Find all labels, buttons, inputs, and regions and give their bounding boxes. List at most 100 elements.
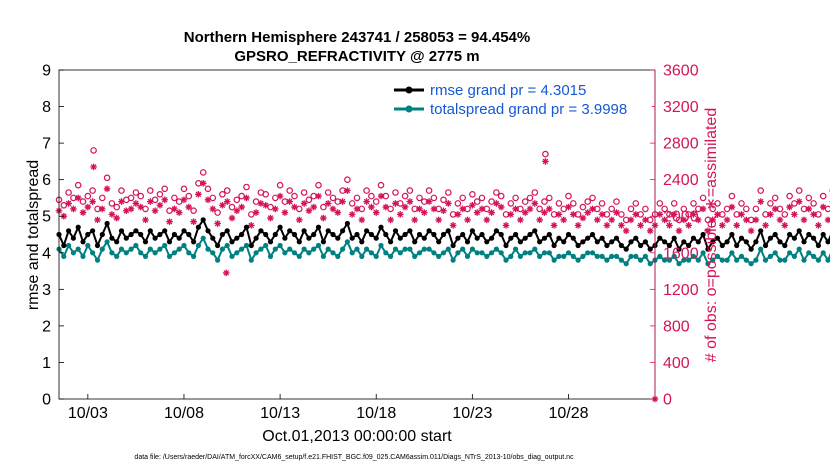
obs-assimilated-point xyxy=(185,203,193,211)
series-rmse-point xyxy=(397,235,403,241)
obs-possible-point xyxy=(344,176,351,184)
y-left-tick-label: 4 xyxy=(42,245,51,262)
series-totalspread-point xyxy=(638,257,644,263)
obs-assimilated-point xyxy=(622,227,630,235)
obs-possible-point xyxy=(661,205,668,213)
series-totalspread-point xyxy=(354,246,360,252)
obs-assimilated-point xyxy=(795,198,803,205)
obs-assimilated-point xyxy=(579,214,587,222)
series-totalspread-point xyxy=(142,253,149,259)
series-rmse-point xyxy=(344,220,350,227)
series-rmse-point xyxy=(613,235,620,241)
series-rmse-point xyxy=(532,228,538,234)
series-totalspread-point xyxy=(777,257,783,263)
series-rmse-point xyxy=(450,242,456,249)
series-totalspread-point xyxy=(85,242,91,249)
series-totalspread-point xyxy=(681,257,687,263)
series-totalspread-point xyxy=(157,246,163,252)
series-totalspread-point xyxy=(70,250,76,256)
y-right-tick-label: 3200 xyxy=(663,99,699,116)
series-rmse-point xyxy=(777,239,783,245)
obs-assimilated-point xyxy=(733,222,741,229)
obs-possible-point xyxy=(204,185,212,193)
series-totalspread-point xyxy=(267,253,274,259)
series-rmse-point xyxy=(109,235,115,241)
obs-possible-point xyxy=(372,198,380,205)
obs-possible-point xyxy=(579,203,587,211)
y-right-tick-label: 800 xyxy=(663,318,690,335)
series-rmse-point xyxy=(695,239,701,245)
series-rmse-point xyxy=(335,235,341,241)
series-totalspread-point xyxy=(609,253,615,259)
series-totalspread-point xyxy=(118,246,125,252)
series-rmse-point xyxy=(181,228,187,234)
obs-assimilated-point xyxy=(286,198,294,205)
obs-assimilated-point xyxy=(497,203,505,211)
obs-possible-point xyxy=(185,192,193,200)
series-totalspread-point xyxy=(335,253,341,259)
obs-assimilated-point xyxy=(252,209,260,216)
obs-possible-point xyxy=(584,198,592,205)
series-rmse-point xyxy=(166,239,173,245)
obs-assimilated-point xyxy=(541,209,548,216)
series-totalspread-point xyxy=(570,253,576,259)
series-rmse-point xyxy=(176,235,182,241)
series-totalspread-point xyxy=(594,253,600,259)
obs-assimilated-point xyxy=(815,222,822,229)
series-rmse-point xyxy=(551,242,557,249)
series-totalspread-point xyxy=(503,257,509,263)
obs-possible-point xyxy=(545,194,553,202)
series-rmse-point xyxy=(503,242,509,249)
series-totalspread-point xyxy=(133,242,139,249)
series-totalspread-point xyxy=(388,253,394,259)
series-rmse-point xyxy=(714,235,721,241)
obs-assimilated-point xyxy=(714,211,721,218)
obs-possible-point xyxy=(329,194,337,202)
obs-possible-point xyxy=(223,187,231,194)
series-rmse-point xyxy=(729,231,735,238)
series-totalspread-point xyxy=(181,242,187,249)
series-rmse-point xyxy=(440,231,447,238)
series-totalspread-point xyxy=(450,257,456,263)
series-totalspread-point xyxy=(258,246,264,252)
obs-assimilated-point xyxy=(430,205,438,213)
y-axis-right-label: # of obs: o=possible; ∗=assimilated xyxy=(703,108,720,362)
series-totalspread-point xyxy=(787,250,793,256)
obs-assimilated-point xyxy=(613,209,620,216)
series-rmse-point xyxy=(104,220,110,227)
obs-possible-point xyxy=(459,194,467,202)
obs-possible-point xyxy=(680,205,688,213)
obs-assimilated-point xyxy=(291,203,298,211)
series-rmse-point xyxy=(354,231,360,238)
obs-possible-point xyxy=(565,192,572,200)
series-totalspread-point xyxy=(455,250,461,256)
series-totalspread-point xyxy=(753,257,759,263)
obs-possible-point xyxy=(771,194,779,202)
obs-assimilated-point xyxy=(502,222,510,229)
obs-possible-point xyxy=(147,187,154,194)
series-totalspread-point xyxy=(489,250,495,256)
series-totalspread-point xyxy=(219,246,225,252)
series-rmse-point xyxy=(157,231,163,238)
obs-assimilated-point xyxy=(824,216,830,224)
series-rmse-point xyxy=(267,239,274,245)
series-rmse-point xyxy=(772,231,778,238)
obs-assimilated-point xyxy=(521,209,529,216)
x-tick-label: 10/03 xyxy=(68,405,108,422)
series-rmse-point xyxy=(585,235,591,241)
series-totalspread-point xyxy=(445,246,451,252)
obs-possible-point xyxy=(228,203,236,211)
y-right-tick-label: 1600 xyxy=(663,245,699,262)
series-totalspread-point xyxy=(215,257,221,263)
series-totalspread-point xyxy=(700,250,706,256)
series-totalspread-point xyxy=(806,250,812,256)
series-rmse-point xyxy=(147,228,153,234)
y-left-tick-label: 7 xyxy=(42,136,51,153)
obs-assimilated-point xyxy=(598,211,606,218)
obs-possible-point xyxy=(507,200,515,207)
series-rmse-point xyxy=(666,242,673,249)
series-totalspread-point xyxy=(277,242,283,249)
series-totalspread-point xyxy=(738,253,745,259)
obs-assimilated-point xyxy=(435,216,443,224)
series-totalspread-point xyxy=(340,246,346,252)
